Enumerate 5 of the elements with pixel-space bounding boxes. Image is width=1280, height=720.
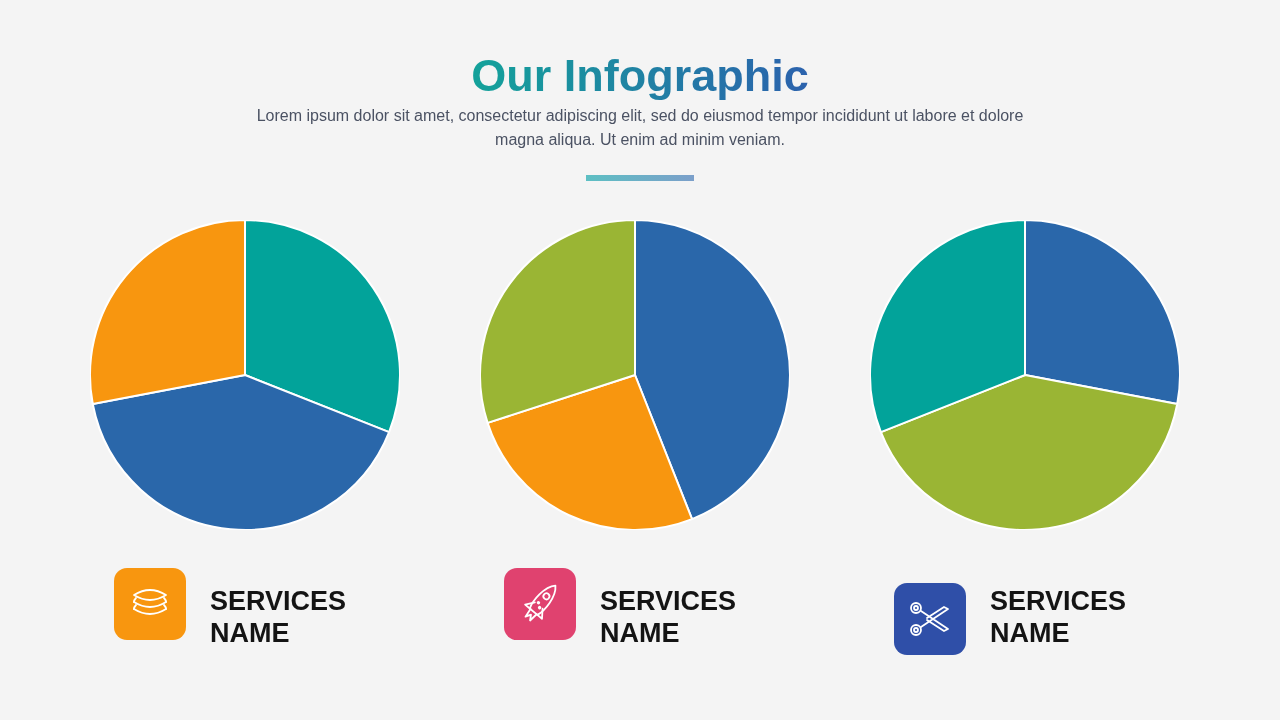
text: Our Infographic [471,50,809,101]
text: SERVICES NAME [990,585,1128,649]
text: SERVICES NAME [600,585,738,649]
text: Lorem ipsum dolor sit amet, consectetur adipiscing elit, sed do eiusmod tempor incididunt ut labore et dolore magna aliqua. Ut enim ad minim veniam. [255,106,1025,150]
text: SERVICES NAME [210,585,348,649]
